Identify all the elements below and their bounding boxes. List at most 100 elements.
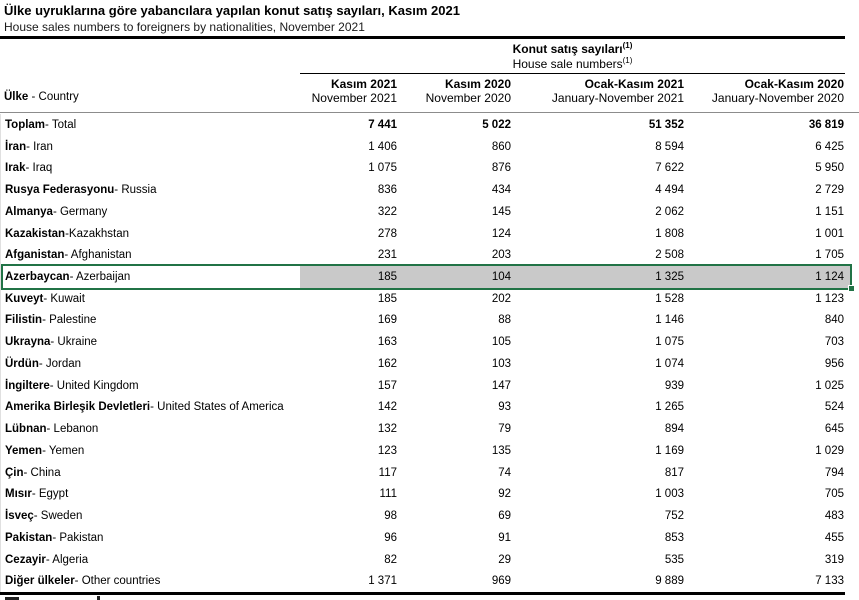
value-cell[interactable]: 36 819 — [808, 118, 844, 131]
value-cell[interactable]: 162 — [377, 357, 397, 370]
value-cell[interactable]: 7 133 — [815, 575, 844, 588]
value-cell[interactable]: 1 074 — [655, 357, 684, 370]
value-cell[interactable]: 7 622 — [655, 162, 684, 175]
value-cell[interactable]: 1 075 — [655, 336, 684, 349]
value-cell[interactable]: 645 — [824, 423, 844, 436]
value-cell[interactable]: 88 — [498, 314, 511, 327]
value-cell[interactable]: 1 705 — [815, 249, 844, 262]
value-cell[interactable]: 1 075 — [368, 162, 397, 175]
value-cell[interactable]: 1 003 — [655, 488, 684, 501]
value-cell[interactable]: 1 001 — [815, 227, 844, 240]
value-cell[interactable]: 98 — [384, 510, 397, 523]
table-row[interactable]: Azerbaycan - Azerbaijan 185 104 1 325 1 … — [1, 264, 855, 292]
value-cell[interactable]: 752 — [664, 510, 684, 523]
value-cell[interactable]: 860 — [491, 140, 511, 153]
value-cell[interactable]: 1 151 — [815, 205, 844, 218]
table-row[interactable]: Ürdün - Jordan 162 103 1 074 956 — [1, 353, 852, 375]
value-cell[interactable]: 840 — [824, 314, 844, 327]
value-cell[interactable]: 322 — [377, 205, 397, 218]
value-cell[interactable]: 96 — [384, 531, 397, 544]
value-cell[interactable]: 163 — [377, 336, 397, 349]
value-cell[interactable]: 319 — [824, 553, 844, 566]
value-cell[interactable]: 142 — [377, 401, 397, 414]
table-row[interactable]: Cezayir - Algeria 82 29 535 319 — [1, 549, 852, 571]
value-cell[interactable]: 939 — [664, 379, 684, 392]
value-cell[interactable]: 117 — [378, 466, 397, 479]
value-cell[interactable]: 123 — [377, 444, 397, 457]
value-cell[interactable]: 1 265 — [655, 401, 684, 414]
value-cell[interactable]: 455 — [824, 531, 844, 544]
table-row[interactable]: Rusya Federasyonu - Russia 836 434 4 494… — [1, 179, 852, 201]
value-cell[interactable]: 794 — [824, 466, 844, 479]
value-cell[interactable]: 1 029 — [815, 444, 844, 457]
value-cell[interactable]: 6 425 — [815, 140, 844, 153]
value-cell[interactable]: 9 889 — [655, 575, 684, 588]
value-cell[interactable]: 104 — [491, 271, 511, 283]
value-cell[interactable]: 185 — [377, 271, 397, 283]
value-cell[interactable]: 278 — [377, 227, 397, 240]
table-row[interactable]: Irak - Iraq 1 075 876 7 622 5 950 — [1, 157, 852, 179]
value-cell[interactable]: 92 — [498, 488, 511, 501]
value-cell[interactable]: 231 — [377, 249, 397, 262]
value-cell[interactable]: 2 729 — [815, 184, 844, 197]
table-row[interactable]: Çin - China 117 74 817 794 — [1, 462, 852, 484]
value-cell[interactable]: 79 — [498, 423, 511, 436]
value-cell[interactable]: 185 — [377, 292, 397, 305]
table-row[interactable]: Filistin - Palestine 169 88 1 146 840 — [1, 310, 852, 332]
value-cell[interactable]: 1 169 — [655, 444, 684, 457]
value-cell[interactable]: 8 594 — [655, 140, 684, 153]
value-cell[interactable]: 836 — [377, 184, 397, 197]
value-cell[interactable]: 434 — [491, 184, 511, 197]
table-row[interactable]: İran - Iran 1 406 860 8 594 6 425 — [1, 136, 852, 158]
table-row[interactable]: Pakistan - Pakistan 96 91 853 455 — [1, 527, 852, 549]
table-row[interactable]: Ukrayna - Ukraine 163 105 1 075 703 — [1, 331, 852, 353]
value-cell[interactable]: 82 — [384, 553, 397, 566]
value-cell[interactable]: 202 — [491, 292, 511, 305]
table-row[interactable]: İsveç - Sweden 98 69 752 483 — [1, 505, 852, 527]
value-cell[interactable]: 853 — [664, 531, 684, 544]
table-row[interactable]: Mısır - Egypt 111 92 1 003 705 — [1, 483, 852, 505]
value-cell[interactable]: 1 124 — [815, 271, 844, 283]
value-cell[interactable]: 483 — [824, 510, 844, 523]
value-cell[interactable]: 5 022 — [482, 118, 511, 131]
value-cell[interactable]: 157 — [377, 379, 397, 392]
value-cell[interactable]: 4 494 — [655, 184, 684, 197]
value-cell[interactable]: 51 352 — [648, 118, 684, 131]
table-row[interactable]: Afganistan - Afghanistan 231 203 2 508 1… — [1, 244, 852, 266]
value-cell[interactable]: 135 — [491, 444, 511, 457]
value-cell[interactable]: 145 — [491, 205, 511, 218]
value-cell[interactable]: 132 — [377, 423, 397, 436]
value-cell[interactable]: 1 123 — [815, 292, 844, 305]
value-cell[interactable]: 1 025 — [815, 379, 844, 392]
value-cell[interactable]: 203 — [491, 249, 511, 262]
value-cell[interactable]: 1 371 — [368, 575, 397, 588]
value-cell[interactable]: 876 — [491, 162, 511, 175]
table-row[interactable]: Lübnan - Lebanon 132 79 894 645 — [1, 418, 852, 440]
value-cell[interactable]: 105 — [491, 336, 511, 349]
value-cell[interactable]: 524 — [824, 401, 844, 414]
value-cell[interactable]: 93 — [498, 401, 511, 414]
value-cell[interactable]: 29 — [498, 553, 511, 566]
value-cell[interactable]: 124 — [491, 227, 511, 240]
value-cell[interactable]: 5 950 — [815, 162, 844, 175]
value-cell[interactable]: 535 — [664, 553, 684, 566]
value-cell[interactable]: 1 325 — [655, 271, 684, 283]
value-cell[interactable]: 111 — [379, 488, 397, 501]
value-cell[interactable]: 817 — [664, 466, 684, 479]
selection-fill-handle[interactable] — [848, 284, 855, 292]
value-cell[interactable]: 169 — [377, 314, 397, 327]
value-cell[interactable]: 956 — [824, 357, 844, 370]
table-row[interactable]: İngiltere - United Kingdom 157 147 939 1… — [1, 375, 852, 397]
value-cell[interactable]: 1 146 — [655, 314, 684, 327]
table-row[interactable]: Diğer ülkeler - Other countries 1 371 96… — [1, 570, 852, 592]
value-cell[interactable]: 1 406 — [368, 140, 397, 153]
table-row[interactable]: Toplam - Total 7 441 5 022 51 352 36 819 — [1, 114, 852, 136]
value-cell[interactable]: 1 528 — [655, 292, 684, 305]
value-cell[interactable]: 894 — [664, 423, 684, 436]
value-cell[interactable]: 91 — [498, 531, 511, 544]
table-row[interactable]: Kazakistan -Kazakhstan 278 124 1 808 1 0… — [1, 223, 852, 245]
value-cell[interactable]: 147 — [491, 379, 511, 392]
table-row[interactable]: Amerika Birleşik Devletleri - United Sta… — [1, 397, 852, 419]
value-cell[interactable]: 705 — [824, 488, 844, 501]
value-cell[interactable]: 969 — [491, 575, 511, 588]
